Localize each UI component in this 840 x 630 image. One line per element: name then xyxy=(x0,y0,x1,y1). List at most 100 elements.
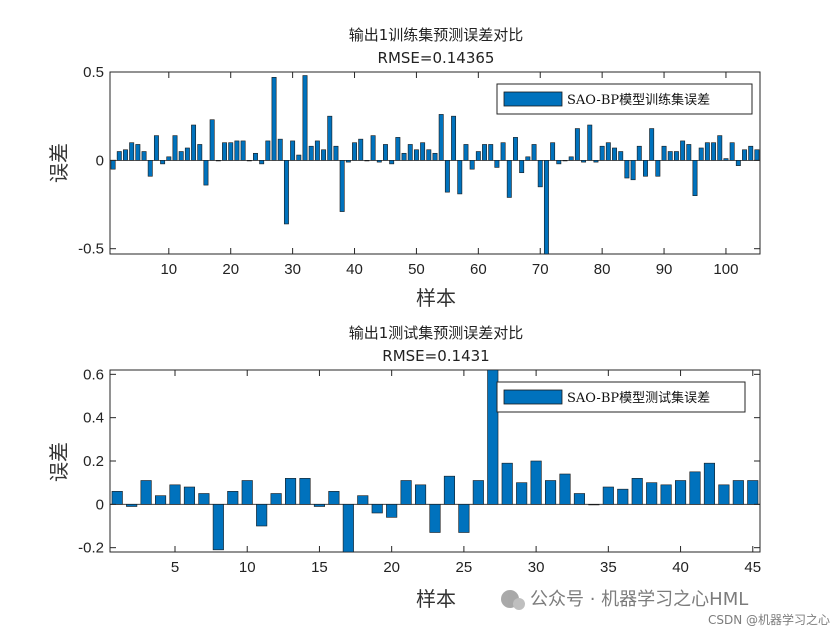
chart-train-bar xyxy=(692,160,698,196)
chart-train-bar xyxy=(599,145,605,161)
chart-test-bar xyxy=(155,495,167,505)
chart-train-ylabel: 误差 xyxy=(47,143,71,183)
chart-test-bar xyxy=(227,491,239,505)
chart-train-bar xyxy=(742,149,747,161)
chart-train-bar xyxy=(364,160,370,162)
chart-test: 输出1测试集预测误差对比 RMSE=0.1431 -0.200.20.40.6 … xyxy=(47,324,761,611)
chart-test-bar xyxy=(559,473,571,505)
chart-train-bars xyxy=(110,75,760,255)
chart-train-bar xyxy=(178,151,184,161)
chart-test-bar xyxy=(675,480,687,505)
chart-test-ytick-label: 0 xyxy=(96,496,104,513)
chart-train-bar xyxy=(352,142,357,161)
chart-test-bar xyxy=(602,486,614,505)
chart-train-bar xyxy=(191,124,197,161)
chart-train-bar xyxy=(612,147,617,161)
chart-test-bar xyxy=(429,504,441,533)
chart-train-bar xyxy=(550,142,556,161)
chart-test-bar xyxy=(617,488,629,505)
chart-test-bar xyxy=(270,493,282,505)
chart-train-bar xyxy=(643,160,648,177)
chart-test-xlabel: 样本 xyxy=(416,587,456,611)
chart-test-bar xyxy=(212,504,224,551)
chart-train-legend-label: SAO-BP模型训练集误差 xyxy=(567,92,710,108)
chart-train-bar xyxy=(748,145,754,161)
chart-test-bar xyxy=(458,504,470,533)
chart-train-bar xyxy=(463,144,469,161)
chart-test-bar xyxy=(126,504,138,507)
chart-train-xtick-label: 30 xyxy=(284,261,301,278)
chart-test-xtick-label: 25 xyxy=(456,559,473,576)
chart-test-ytick-label: 0.2 xyxy=(83,453,104,470)
chart-train-bar xyxy=(296,154,302,161)
chart-train-bar xyxy=(321,149,327,161)
chart-train-xtick-label: 60 xyxy=(470,261,487,278)
chart-train-xtick-label: 90 xyxy=(656,261,673,278)
chart-train-bar xyxy=(469,160,475,170)
chart-train-bar xyxy=(228,142,234,161)
chart-test-bar xyxy=(530,460,542,505)
chart-test-bar xyxy=(140,480,152,505)
chart-train-bar xyxy=(698,147,704,161)
chart-train-bar xyxy=(123,149,128,161)
chart-train-bar xyxy=(444,160,450,193)
chart-train-bar xyxy=(290,140,296,161)
chart-train-bar xyxy=(358,138,364,161)
chart-train-bar xyxy=(426,149,432,161)
chart-train-bar xyxy=(537,160,543,188)
chart-train-xtick-label: 80 xyxy=(594,261,611,278)
chart-train-ytick-label: 0.5 xyxy=(83,64,104,81)
chart-train-bar xyxy=(395,137,401,161)
chart-test-bars xyxy=(110,369,760,553)
chart-test-bar xyxy=(111,491,123,505)
chart-train-ytick-label: -0.5 xyxy=(78,241,104,258)
chart-train-bar xyxy=(723,158,729,161)
chart-train-bar xyxy=(147,160,153,177)
chart-test-bar xyxy=(573,493,585,505)
wechat-icon-bubble xyxy=(513,598,525,610)
chart-test-xtick-label: 35 xyxy=(600,559,617,576)
chart-train-bar xyxy=(222,142,227,161)
watermark: 公众号 · 机器学习之心HML CSDN @机器学习之心 xyxy=(501,589,830,627)
chart-train-bar xyxy=(259,160,265,165)
chart-train-bar xyxy=(376,160,382,163)
chart-train-bar xyxy=(271,77,277,161)
chart-train-bar xyxy=(568,156,574,161)
chart-test-bar xyxy=(443,475,455,505)
chart-train-bar xyxy=(420,142,426,161)
chart-test-bar xyxy=(747,480,759,505)
chart-train-bar xyxy=(574,128,580,161)
chart-train-bar xyxy=(729,142,735,161)
chart-train-bar xyxy=(519,160,525,174)
chart-train-bar xyxy=(110,160,116,170)
chart-test-ytick-label: 0.6 xyxy=(83,366,104,383)
chart-train: 输出1训练集预测误差对比 RMSE=0.14365 -0.5 0 0.5 10 20 3… xyxy=(47,26,761,310)
chart-train-bar xyxy=(704,142,710,161)
chart-train-bar xyxy=(711,142,717,161)
chart-test-bar xyxy=(256,504,268,527)
chart-test-x-ticks: 5 10 15 20 25 30 35 40 45 xyxy=(171,370,761,576)
chart-train-bar xyxy=(661,145,667,161)
chart-train-bar xyxy=(302,75,308,161)
chart-test-bar xyxy=(371,504,383,514)
chart-test-bar xyxy=(169,484,181,505)
chart-train-bar xyxy=(543,160,549,255)
chart-test-bar xyxy=(545,480,557,505)
chart-train-bar xyxy=(308,145,314,161)
chart-train-bar xyxy=(618,151,624,161)
chart-train-bar xyxy=(680,140,686,161)
chart-train-bar xyxy=(327,115,333,161)
chart-train-bar xyxy=(184,147,190,161)
chart-test-bar xyxy=(646,482,658,505)
chart-test-bar xyxy=(631,478,643,505)
chart-train-bar xyxy=(593,160,599,163)
chart-test-bar xyxy=(718,484,730,505)
chart-train-bar xyxy=(506,160,512,198)
chart-train-bar xyxy=(494,160,500,168)
chart-train-bar xyxy=(314,140,320,161)
chart-train-bar xyxy=(457,160,463,195)
chart-train-xlabel: 样本 xyxy=(416,286,456,310)
chart-test-bar xyxy=(660,484,672,505)
chart-train-bar xyxy=(141,151,147,161)
chart-train-bar xyxy=(129,142,135,161)
